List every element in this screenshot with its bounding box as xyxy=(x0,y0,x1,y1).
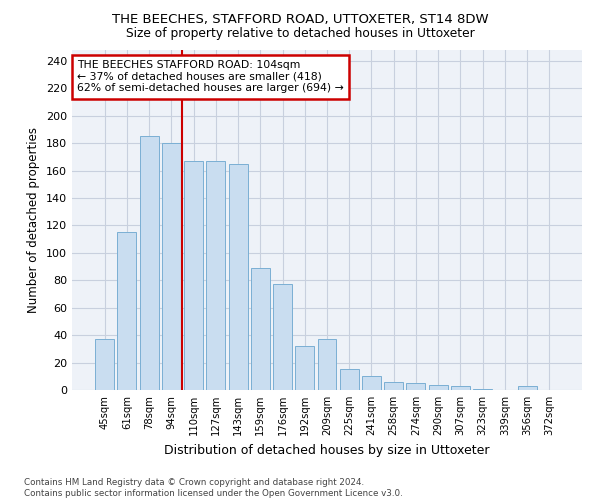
Bar xyxy=(162,143,181,390)
Bar xyxy=(118,232,136,390)
Bar xyxy=(317,340,337,390)
Bar xyxy=(251,268,270,390)
Bar xyxy=(140,136,158,390)
Bar xyxy=(206,161,225,390)
Bar xyxy=(473,388,492,390)
Text: THE BEECHES STAFFORD ROAD: 104sqm
← 37% of detached houses are smaller (418)
62%: THE BEECHES STAFFORD ROAD: 104sqm ← 37% … xyxy=(77,60,344,94)
Bar xyxy=(406,383,425,390)
Bar xyxy=(429,384,448,390)
Bar xyxy=(362,376,381,390)
Text: Size of property relative to detached houses in Uttoxeter: Size of property relative to detached ho… xyxy=(125,28,475,40)
Bar xyxy=(229,164,248,390)
Text: Contains HM Land Registry data © Crown copyright and database right 2024.
Contai: Contains HM Land Registry data © Crown c… xyxy=(24,478,403,498)
Bar xyxy=(451,386,470,390)
Text: THE BEECHES, STAFFORD ROAD, UTTOXETER, ST14 8DW: THE BEECHES, STAFFORD ROAD, UTTOXETER, S… xyxy=(112,12,488,26)
Bar xyxy=(518,386,536,390)
Bar xyxy=(273,284,292,390)
Bar xyxy=(340,370,359,390)
Bar xyxy=(184,161,203,390)
Bar xyxy=(384,382,403,390)
Bar xyxy=(295,346,314,390)
Bar xyxy=(95,340,114,390)
X-axis label: Distribution of detached houses by size in Uttoxeter: Distribution of detached houses by size … xyxy=(164,444,490,456)
Y-axis label: Number of detached properties: Number of detached properties xyxy=(28,127,40,313)
